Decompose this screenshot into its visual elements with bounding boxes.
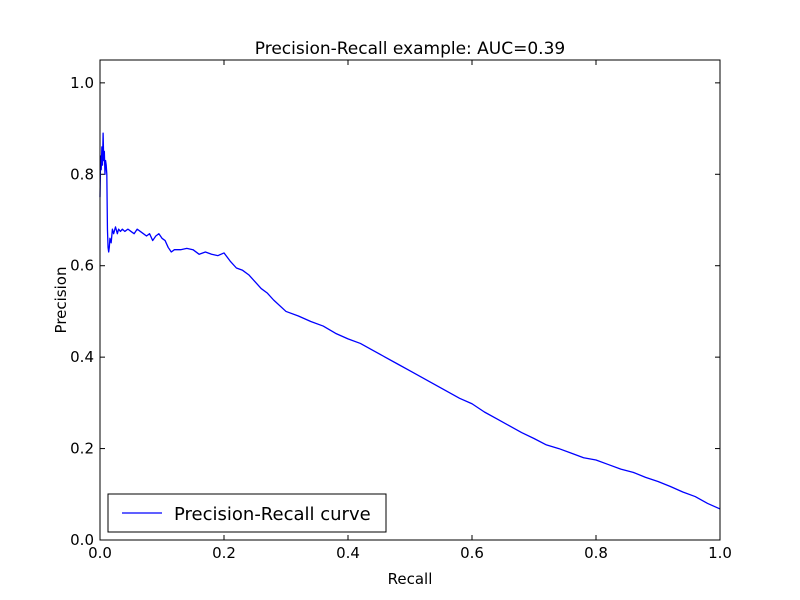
- series-group: [99, 132, 721, 510]
- x-tick-label: 0.6: [460, 544, 484, 562]
- legend: Precision-Recall curve: [107, 493, 387, 533]
- y-axis-label: Precision: [52, 267, 70, 334]
- plot-frame: [99, 59, 721, 541]
- x-tick-label: 0.2: [212, 544, 236, 562]
- plot-area: [100, 60, 720, 540]
- y-tick-label: 0.2: [70, 440, 94, 458]
- x-tick-label: 0.8: [584, 544, 608, 562]
- x-tick-label: 0.0: [88, 544, 112, 562]
- y-tick-label: 0.6: [70, 257, 94, 275]
- y-tick-label: 0.0: [70, 531, 94, 549]
- y-tick-label: 0.8: [70, 165, 94, 183]
- x-axis-label: Recall: [388, 570, 433, 588]
- y-tick-label: 0.4: [70, 348, 94, 366]
- legend-label: Precision-Recall curve: [174, 504, 371, 525]
- series-line-precision-recall: [99, 132, 721, 510]
- chart-title: Precision-Recall example: AUC=0.39: [255, 39, 565, 59]
- x-tick-label: 0.4: [336, 544, 360, 562]
- x-tick-label: 1.0: [708, 544, 732, 562]
- y-tick-label: 1.0: [70, 74, 94, 92]
- y-axis: 0.0 0.2 0.4 0.6 0.8 1.0: [70, 74, 720, 549]
